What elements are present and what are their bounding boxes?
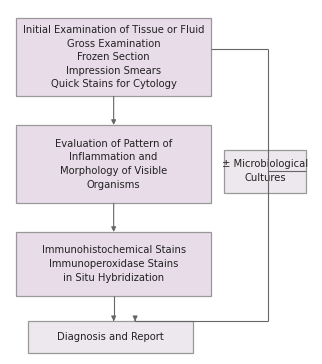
Text: Immunohistochemical Stains
Immunoperoxidase Stains
in Situ Hybridization: Immunohistochemical Stains Immunoperoxid… xyxy=(42,245,186,282)
FancyBboxPatch shape xyxy=(16,125,212,203)
Text: Evaluation of Pattern of
Inflammation and
Morphology of Visible
Organisms: Evaluation of Pattern of Inflammation an… xyxy=(55,139,172,190)
Text: Diagnosis and Report: Diagnosis and Report xyxy=(57,332,164,342)
FancyBboxPatch shape xyxy=(28,321,193,353)
FancyBboxPatch shape xyxy=(16,232,212,296)
FancyBboxPatch shape xyxy=(16,18,212,96)
Text: Initial Examination of Tissue or Fluid
Gross Examination
Frozen Section
Impressi: Initial Examination of Tissue or Fluid G… xyxy=(23,25,204,89)
FancyBboxPatch shape xyxy=(224,150,306,193)
Text: ± Microbiological
Cultures: ± Microbiological Cultures xyxy=(222,159,308,183)
